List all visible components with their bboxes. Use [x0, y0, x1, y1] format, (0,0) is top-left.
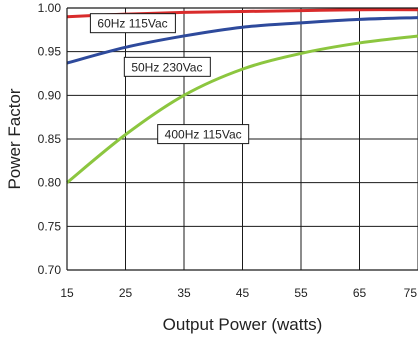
y-tick-label: 0.75 — [38, 219, 62, 233]
series-label-text: 50Hz 230Vac — [131, 60, 202, 74]
series-label-text: 400Hz 115Vac — [165, 128, 242, 142]
series-label-frame — [89, 13, 176, 34]
series-line-2 — [66, 16, 418, 65]
x-tick-label: 35 — [177, 286, 191, 300]
frame-layer — [66, 7, 418, 271]
x-tick-label: 15 — [60, 286, 74, 300]
y-tick-label: 0.70 — [38, 263, 62, 277]
y-tick-label: 0.95 — [38, 45, 62, 59]
x-tick-label: 75 — [404, 286, 418, 300]
grid-layer — [66, 7, 418, 271]
x-axis-title: Output Power (watts) — [163, 315, 323, 334]
series-labels-layer: 60Hz 115Vac 50Hz 230Vac 400Hz 115Vac — [89, 13, 250, 145]
ticks-layer: 0.70 0.75 0.80 0.85 0.90 0.95 1.00 15 25 35 45 55 65… — [38, 1, 418, 300]
x-tick-label: 25 — [119, 286, 133, 300]
y-tick-label: 0.80 — [38, 176, 62, 190]
series-label-box-1: 60Hz 115Vac — [89, 13, 176, 34]
x-tick-label: 65 — [353, 286, 367, 300]
y-tick-label: 1.00 — [38, 1, 62, 15]
series-label-frame — [157, 124, 250, 145]
y-tick-label: 0.85 — [38, 132, 62, 146]
series-label-box-2: 50Hz 230Vac — [123, 56, 211, 77]
series-label-frame — [123, 56, 211, 77]
x-tick-label: 45 — [236, 286, 250, 300]
y-tick-label: 0.90 — [38, 88, 62, 102]
series-label-box-3: 400Hz 115Vac — [157, 124, 250, 145]
y-axis-title: Power Factor — [5, 88, 24, 189]
series-label-text: 60Hz 115Vac — [97, 17, 167, 31]
series-line-3 — [66, 34, 418, 184]
x-tick-label: 55 — [294, 286, 308, 300]
